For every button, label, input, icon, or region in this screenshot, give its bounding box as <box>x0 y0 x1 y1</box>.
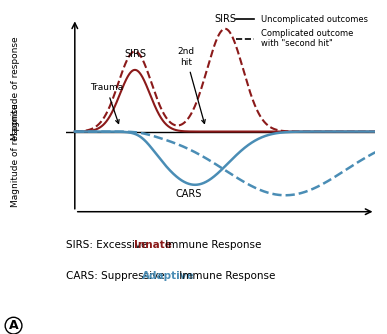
Text: Immune Response: Immune Response <box>162 240 261 250</box>
Text: SIRS: Excessive: SIRS: Excessive <box>66 240 151 250</box>
Text: CARS: CARS <box>176 189 202 199</box>
Legend: Uncomplicated outcomes, Complicated outcome
with "second hit": Uncomplicated outcomes, Complicated outc… <box>233 11 371 51</box>
Text: Magnitude of response: Magnitude of response <box>11 104 20 207</box>
Text: SIRS: SIRS <box>214 14 236 24</box>
Text: 2nd
hit: 2nd hit <box>178 47 205 124</box>
Text: Magnitude of response: Magnitude of response <box>11 37 20 140</box>
Text: CARS: Suppressive: CARS: Suppressive <box>66 271 168 281</box>
Text: SIRS: SIRS <box>124 48 146 58</box>
Text: A: A <box>9 319 18 332</box>
Text: Trauma: Trauma <box>90 84 123 124</box>
Text: Immune Response: Immune Response <box>176 271 275 281</box>
Text: Innate: Innate <box>134 240 172 250</box>
Text: Adaptive: Adaptive <box>142 271 194 281</box>
